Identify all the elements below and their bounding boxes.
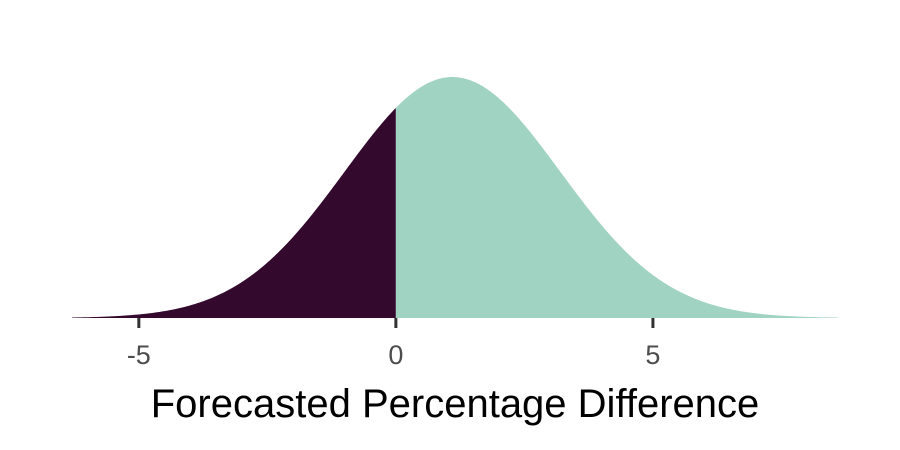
- density-area-positive: [395, 77, 838, 318]
- x-tick-label: -5: [127, 340, 151, 370]
- plot-area: [72, 77, 838, 318]
- x-axis-title: Forecasted Percentage Difference: [151, 382, 760, 426]
- x-axis: -5 0 5: [127, 318, 660, 370]
- density-area-negative: [72, 107, 396, 318]
- x-tick-label: 5: [645, 340, 660, 370]
- x-tick-label: 0: [388, 340, 403, 370]
